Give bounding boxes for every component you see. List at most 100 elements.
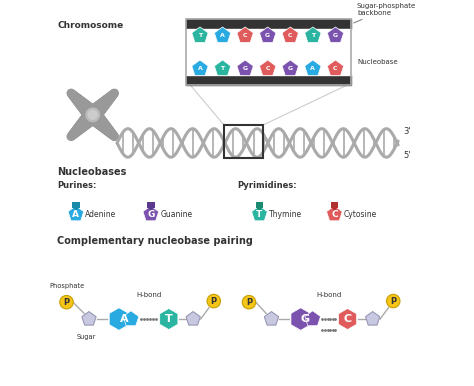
Text: A: A [198, 66, 202, 71]
Circle shape [73, 123, 84, 134]
Text: G: G [333, 33, 338, 38]
Polygon shape [160, 308, 178, 330]
Text: P: P [211, 296, 217, 306]
Polygon shape [123, 311, 139, 326]
Text: A: A [310, 66, 315, 71]
Text: T: T [256, 210, 263, 218]
Polygon shape [365, 312, 380, 325]
Polygon shape [282, 27, 299, 42]
Polygon shape [260, 27, 276, 42]
Circle shape [93, 115, 107, 129]
Text: C: C [288, 33, 292, 38]
Circle shape [103, 94, 113, 104]
Text: 5': 5' [404, 151, 411, 160]
Text: Nucleobase: Nucleobase [288, 52, 398, 65]
Polygon shape [214, 27, 231, 42]
Bar [186, 29, 351, 76]
Circle shape [73, 95, 83, 105]
Text: A: A [73, 210, 79, 218]
Circle shape [69, 130, 77, 139]
Text: A: A [119, 314, 128, 324]
Text: C: C [344, 314, 352, 324]
Circle shape [109, 132, 118, 140]
Text: Adenine: Adenine [85, 210, 117, 218]
Circle shape [109, 91, 117, 99]
Circle shape [70, 129, 79, 138]
Circle shape [98, 98, 110, 110]
Circle shape [78, 100, 91, 113]
Circle shape [79, 115, 92, 129]
Text: Sugar: Sugar [77, 334, 96, 340]
Circle shape [76, 119, 89, 131]
Polygon shape [73, 208, 79, 211]
Circle shape [81, 112, 96, 127]
Polygon shape [338, 308, 356, 330]
Text: Pyrimidines:: Pyrimidines: [237, 181, 297, 190]
Circle shape [106, 92, 116, 101]
Text: G: G [301, 314, 310, 324]
Circle shape [94, 116, 107, 129]
Text: C: C [333, 66, 337, 71]
Text: C: C [243, 33, 247, 38]
Bar [186, 19, 351, 29]
Circle shape [74, 122, 85, 134]
Circle shape [102, 124, 113, 135]
Circle shape [86, 108, 100, 122]
Circle shape [82, 104, 97, 119]
Circle shape [69, 130, 78, 138]
Polygon shape [68, 206, 84, 221]
Circle shape [71, 127, 80, 137]
Circle shape [78, 100, 91, 113]
Circle shape [96, 99, 109, 112]
Circle shape [102, 95, 113, 105]
Circle shape [207, 294, 220, 308]
Circle shape [74, 96, 85, 107]
Circle shape [72, 126, 81, 136]
Circle shape [96, 118, 109, 131]
Circle shape [80, 113, 95, 127]
Text: T: T [220, 66, 225, 71]
Circle shape [94, 100, 107, 113]
Text: C: C [331, 210, 338, 218]
Text: T: T [198, 33, 202, 38]
Text: Sugar-phosphate
backbone: Sugar-phosphate backbone [354, 3, 416, 23]
Circle shape [77, 99, 90, 112]
Text: Complementary nucleobase pairing: Complementary nucleobase pairing [57, 236, 253, 246]
Circle shape [105, 127, 115, 137]
Circle shape [242, 295, 256, 309]
Circle shape [75, 120, 87, 132]
Circle shape [88, 110, 103, 125]
Circle shape [93, 101, 107, 115]
Polygon shape [305, 311, 320, 326]
Circle shape [92, 114, 106, 128]
Polygon shape [143, 206, 159, 221]
Circle shape [73, 95, 84, 107]
Text: G: G [288, 66, 293, 71]
Circle shape [109, 130, 117, 139]
Polygon shape [260, 60, 276, 76]
Text: C: C [265, 66, 270, 71]
Circle shape [78, 117, 91, 130]
Text: A: A [220, 33, 225, 38]
Circle shape [79, 101, 92, 115]
Polygon shape [264, 312, 279, 325]
Circle shape [103, 125, 113, 135]
Bar [224, 125, 263, 158]
Text: P: P [246, 298, 252, 307]
Bar [72, 202, 80, 208]
Circle shape [92, 102, 106, 116]
Circle shape [72, 125, 82, 135]
Circle shape [97, 98, 109, 110]
Text: H-bond: H-bond [316, 291, 341, 298]
Bar [186, 76, 351, 85]
Polygon shape [328, 27, 344, 42]
Text: T: T [165, 314, 173, 324]
Polygon shape [328, 60, 344, 76]
Polygon shape [214, 60, 231, 76]
Circle shape [71, 93, 80, 102]
Circle shape [67, 133, 75, 141]
Circle shape [91, 113, 105, 127]
Bar [186, 19, 351, 85]
Text: G: G [265, 33, 270, 38]
Polygon shape [282, 60, 299, 76]
